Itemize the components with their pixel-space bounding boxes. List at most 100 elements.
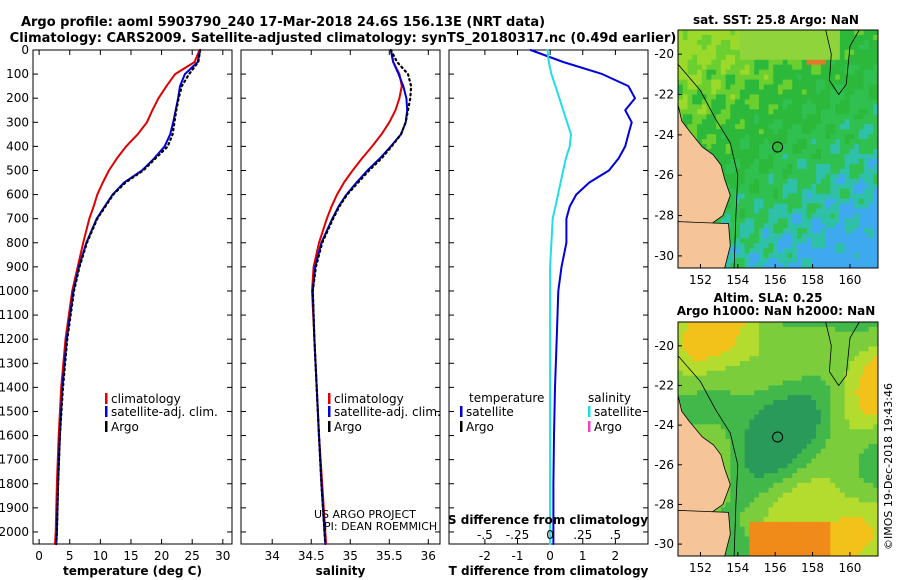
map-cell [778, 119, 784, 125]
map-cell [687, 341, 693, 347]
map-cell [692, 424, 698, 430]
map-cell [768, 507, 774, 513]
legend-swatch [328, 393, 331, 404]
map-cell [811, 414, 817, 421]
map-cell [801, 243, 808, 249]
map-cell [820, 424, 827, 430]
map-cell [797, 163, 803, 170]
map-cell [758, 541, 765, 547]
map-cell [682, 395, 689, 401]
map-cell [763, 49, 770, 56]
map-cell [701, 119, 708, 125]
map-cell [820, 223, 827, 229]
map-cell [835, 64, 841, 71]
map-cell [844, 453, 851, 460]
map-cell [873, 453, 878, 460]
map-cell [725, 331, 731, 338]
map-cell [778, 482, 784, 489]
map-cell [763, 404, 770, 411]
map-cell [697, 404, 703, 411]
map-cell [758, 492, 765, 499]
map-cell [763, 326, 770, 333]
map-cell [835, 331, 841, 338]
legend-swatch [105, 421, 108, 432]
map-cell [744, 89, 751, 96]
map-cell [701, 356, 708, 362]
map-cell [782, 178, 789, 185]
map-cell [744, 233, 751, 239]
map-cell [782, 203, 789, 210]
map-cell [682, 84, 689, 91]
map-cell [758, 468, 765, 474]
map-cell [816, 375, 822, 382]
map-cell [687, 414, 693, 421]
map-cell [820, 188, 827, 195]
map-cell [682, 59, 689, 66]
map-cell [754, 49, 760, 56]
map-cell [835, 193, 841, 200]
map-cell [863, 346, 870, 352]
map-cell [792, 448, 798, 455]
map-cell [839, 173, 846, 180]
map-cell [849, 69, 855, 76]
map-cell [849, 404, 855, 411]
map-cell [692, 370, 698, 377]
map-cell [782, 453, 789, 460]
map-cell [678, 341, 684, 347]
map-cell [873, 104, 878, 110]
map-cell [773, 400, 779, 406]
map-cell [806, 507, 812, 513]
map-cell [797, 149, 803, 155]
map-cell [816, 546, 822, 552]
map-cell [806, 356, 812, 362]
map-cell [720, 346, 727, 352]
map-cell [711, 34, 717, 41]
map-cell [758, 551, 765, 556]
map-cell [692, 109, 698, 115]
map-cell [854, 326, 860, 333]
map-cell [697, 380, 703, 386]
map-cell [873, 44, 878, 51]
map-cell [782, 546, 789, 552]
map-cell [844, 233, 851, 239]
map-cell [739, 124, 746, 130]
map-cell [811, 114, 817, 120]
map-cell [778, 487, 784, 494]
map-cell [835, 258, 841, 264]
map-cell [858, 158, 865, 165]
map-cell [782, 482, 789, 489]
map-cell [735, 168, 741, 175]
map-cell [811, 163, 817, 170]
map-cell [811, 64, 817, 71]
map-cell [730, 253, 736, 259]
map-cell [868, 390, 874, 396]
map-cell [801, 163, 808, 170]
map-cell [697, 109, 703, 115]
map-cell [787, 59, 793, 66]
map-cell [744, 208, 751, 215]
map-cell [739, 109, 746, 115]
map-cell [697, 322, 703, 328]
map-cell [820, 168, 827, 175]
map-cell [806, 531, 812, 538]
map-cell [830, 49, 836, 56]
map-cell [711, 79, 717, 86]
map-cell [763, 361, 770, 367]
map-cell [844, 492, 851, 499]
map-cell [744, 178, 751, 185]
map-cell [754, 228, 760, 234]
map-cell [773, 258, 779, 264]
map-cell [825, 434, 831, 440]
map-cell [744, 361, 751, 367]
map-cell [854, 30, 860, 36]
map-cell [849, 351, 855, 357]
map-cell [768, 69, 774, 76]
map-cell [792, 546, 798, 552]
map-cell [682, 390, 689, 396]
map-cell [830, 482, 836, 489]
map-cell [854, 134, 860, 140]
map-cell [844, 478, 851, 484]
map-cell [801, 541, 808, 547]
map-cell [863, 149, 870, 155]
map-cell [773, 34, 779, 41]
